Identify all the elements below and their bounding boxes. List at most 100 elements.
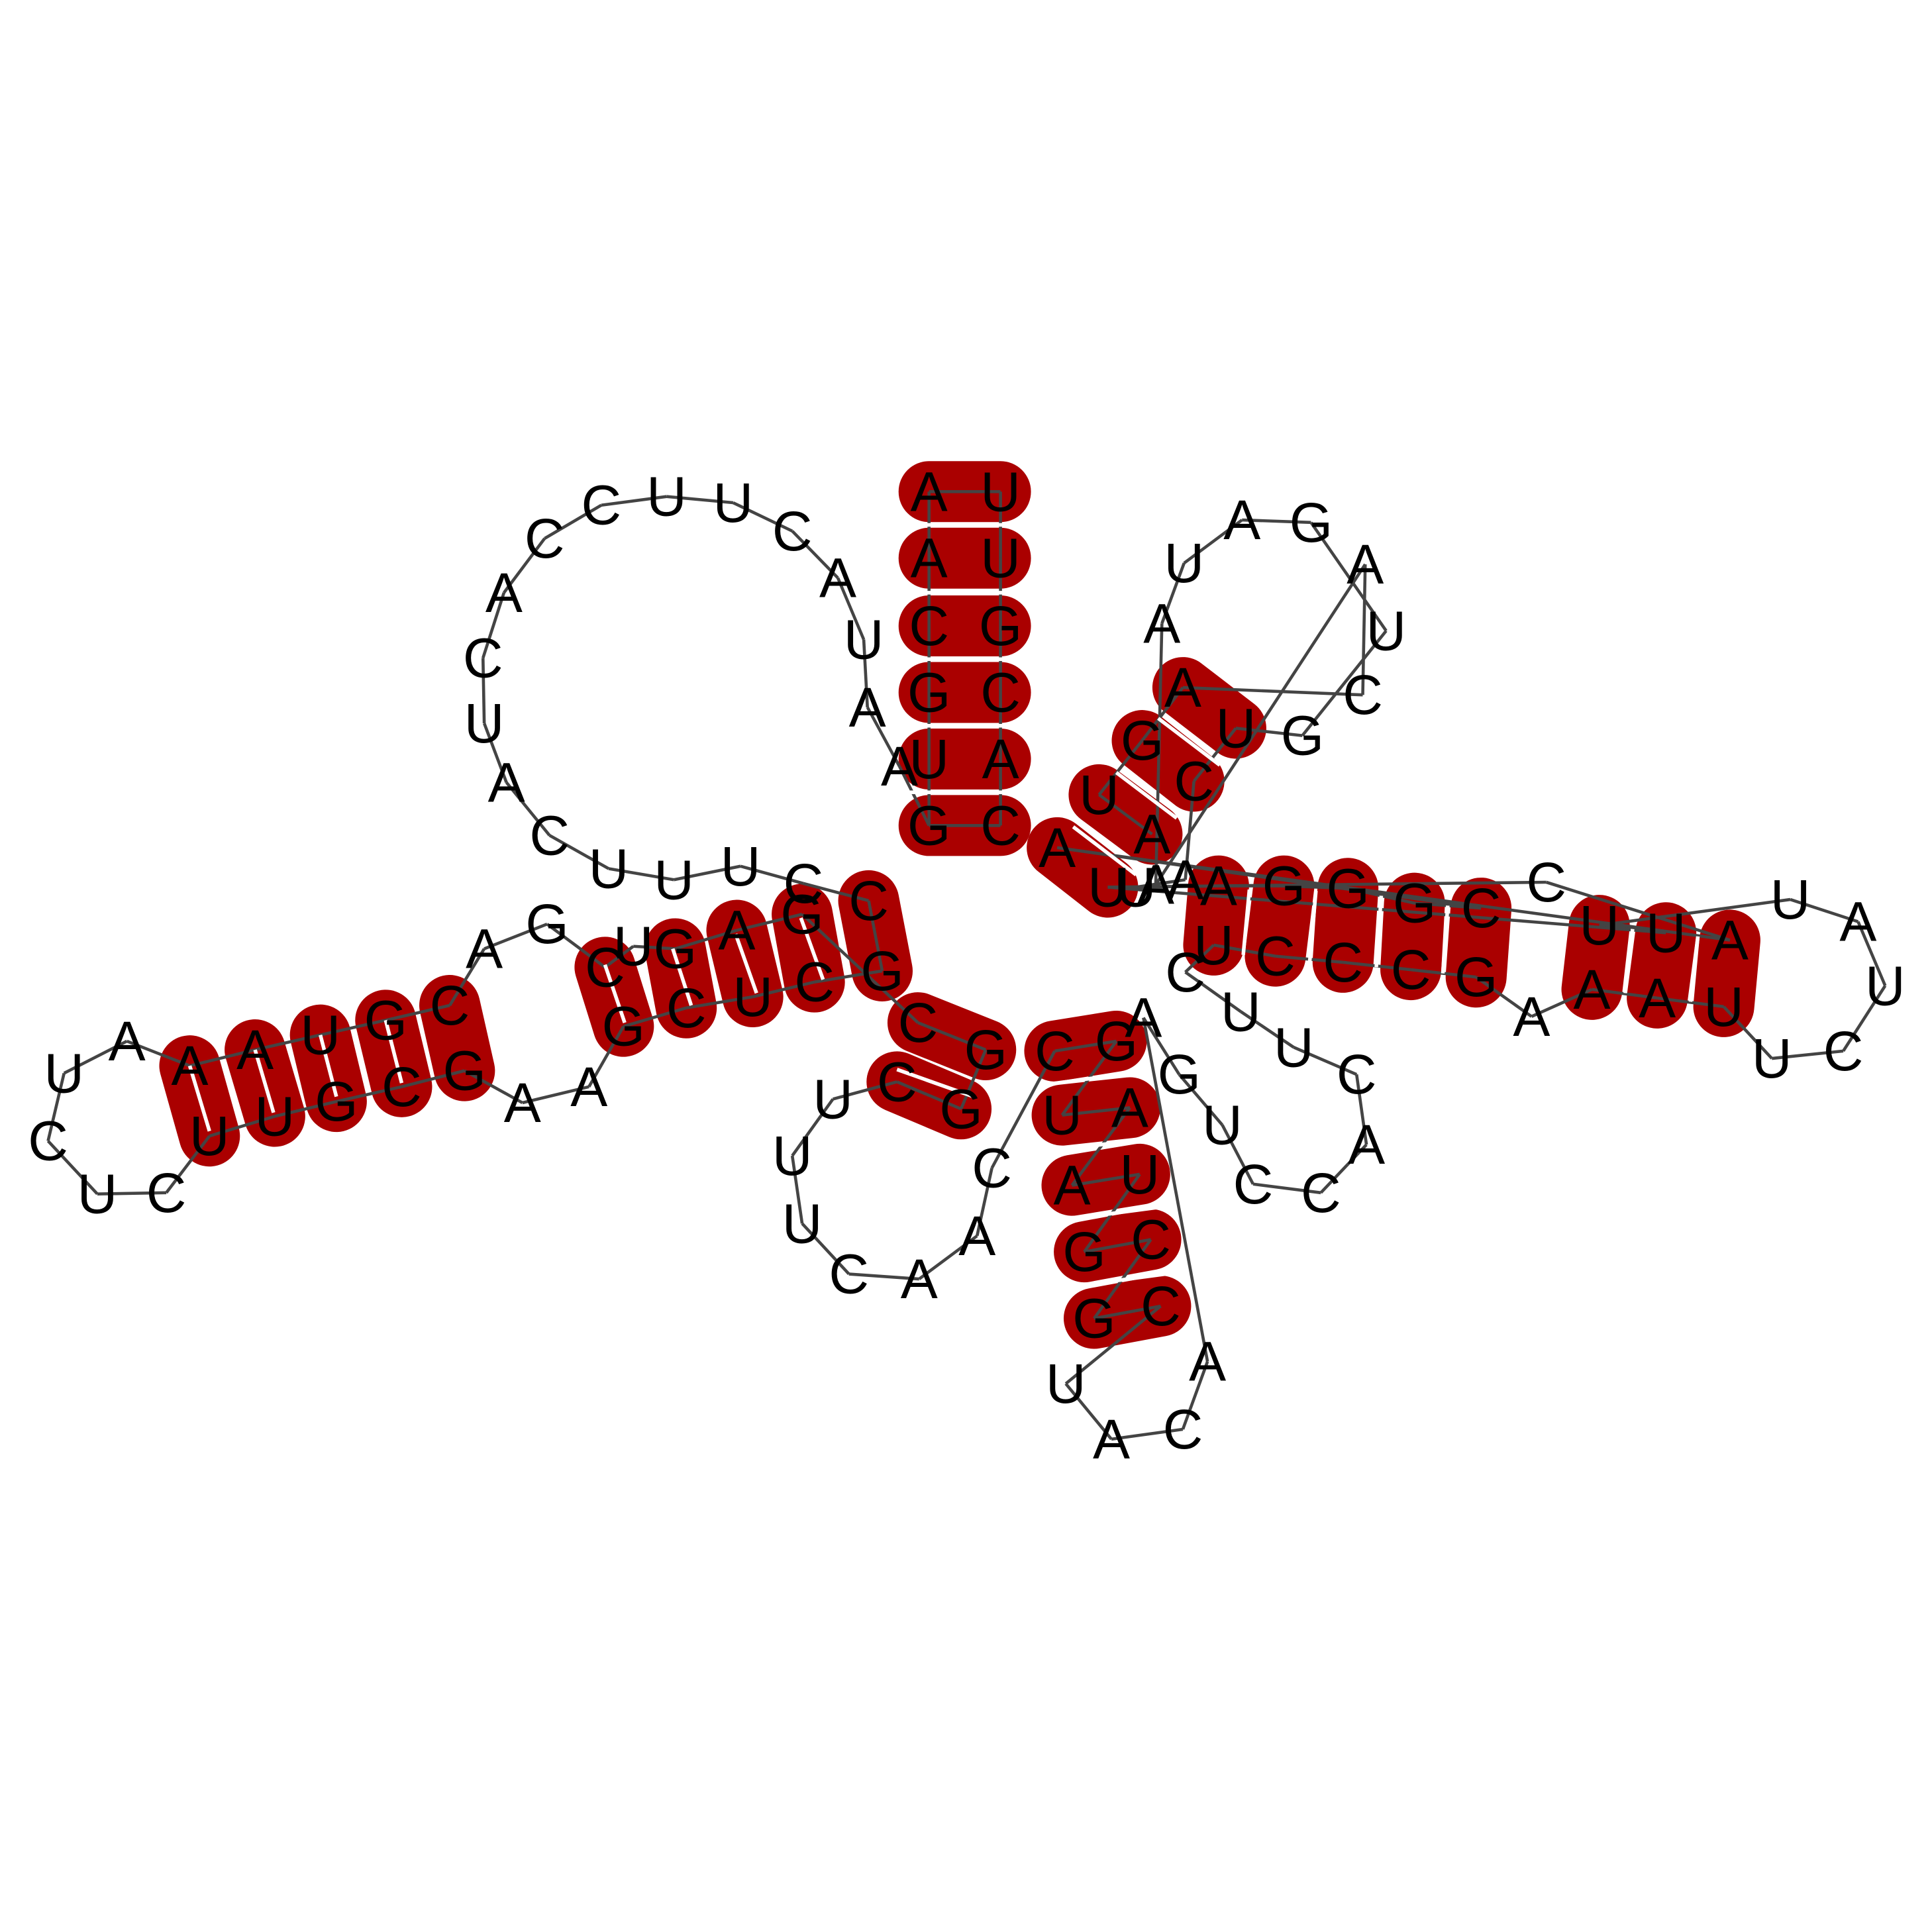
backbone-segment-17 — [732, 501, 793, 533]
backbone-segment-91 — [1354, 1074, 1368, 1145]
nucleotide-42: G — [525, 893, 568, 955]
pair-separator-26 — [1157, 717, 1221, 767]
backbone-segment-38 — [464, 1069, 523, 1105]
backbone-segment-28 — [674, 864, 741, 882]
nucleotide-91: C — [1337, 1043, 1377, 1105]
nucleotide-73: U — [1042, 1084, 1082, 1146]
backbone-segment-39 — [401, 1069, 465, 1089]
nucleotide-57: G — [443, 1040, 486, 1102]
nucleotide-77: G — [1062, 1221, 1105, 1283]
backbone-segment-70 — [975, 1168, 993, 1237]
nucleotide-106: A — [1574, 958, 1611, 1021]
backbone-segment-26 — [548, 834, 610, 870]
backbone-segment-46 — [46, 1072, 66, 1142]
nucleotide-88: C — [1233, 1153, 1274, 1215]
nucleotide-78: C — [1131, 1208, 1171, 1270]
nucleotide-110: C — [1823, 1020, 1864, 1082]
backbone-segment-93 — [1240, 1010, 1295, 1049]
pair-separator-6 — [734, 933, 758, 994]
nucleotide-47: A — [171, 1035, 208, 1097]
nucleotide-52: C — [146, 1162, 187, 1224]
nucleotide-123: G — [1121, 709, 1164, 772]
pair-separator-8 — [603, 964, 627, 1023]
nucleotide-27: U — [654, 848, 694, 911]
backbone-segment-58 — [674, 929, 738, 950]
nucleotide-38: A — [718, 899, 755, 962]
backbone-segment-103 — [1656, 996, 1724, 1009]
backbone-segment-84 — [1181, 1360, 1209, 1430]
backbone-segment-24 — [482, 723, 508, 784]
nucleotide-135: A — [1167, 848, 1204, 911]
nucleotide-121: U — [1079, 764, 1119, 826]
backbone-segment-52 — [385, 1003, 450, 1022]
backbone-segment-33 — [752, 980, 815, 999]
pair-separator-24 — [1072, 825, 1137, 877]
nucleotide-54: U — [255, 1085, 295, 1147]
backbone-segment-128 — [1183, 519, 1243, 565]
backbone-segment-15 — [836, 577, 866, 640]
backbone-segment-85 — [1142, 1017, 1209, 1362]
backbone-segment-36 — [587, 1025, 625, 1088]
pair-separator-11 — [253, 1049, 276, 1113]
backbone-segment-68 — [848, 1272, 919, 1281]
nucleotide-67: C — [829, 1243, 869, 1305]
nucleotide-44: G — [364, 989, 407, 1051]
backbone-segment-53 — [448, 948, 486, 1007]
nucleotide-58: A — [504, 1072, 541, 1134]
backbone-segment-82 — [1064, 1382, 1113, 1441]
backbone-segment-55 — [546, 923, 606, 969]
nucleotide-55: G — [315, 1070, 358, 1133]
backbone-segment-107 — [1856, 921, 1887, 987]
nucleotide-59: A — [570, 1056, 607, 1118]
nucleotide-84: A — [1189, 1331, 1226, 1393]
nucleotide-23: U — [464, 692, 505, 754]
nucleotide-9: A — [982, 728, 1019, 790]
nucleotide-20: C — [525, 507, 565, 570]
nucleotide-24: A — [488, 751, 525, 813]
backbone-segment-60 — [801, 913, 919, 1024]
nucleotide-51: U — [77, 1163, 118, 1225]
nucleotide-118: U — [1088, 856, 1128, 918]
nucleotide-10: G — [907, 794, 950, 856]
backbone-segment-21 — [503, 537, 546, 594]
nucleotide-17: U — [713, 472, 754, 534]
backbone-segment-92 — [1293, 1046, 1358, 1076]
nucleotide-101: C — [1391, 939, 1431, 1001]
nucleotide-50: C — [28, 1110, 68, 1172]
backbone-segment-120 — [1136, 884, 1219, 889]
backbone-segment-49 — [189, 1048, 256, 1068]
nucleotide-97: C — [1255, 925, 1296, 988]
backbone-segment-136 — [1098, 793, 1153, 836]
nucleotide-98: G — [1262, 855, 1305, 917]
nucleotide-13: A — [849, 676, 886, 738]
pair-separator-14 — [1046, 1070, 1141, 1086]
pair-separator-23 — [1688, 936, 1700, 1002]
nucleotide-16: C — [772, 500, 813, 562]
backbone-segment-88 — [1221, 1124, 1254, 1185]
backbone-segment-101 — [1531, 988, 1593, 1018]
nucleotide-28: U — [721, 835, 761, 897]
nucleotide-65: U — [772, 1125, 813, 1187]
backbone-segment-104 — [1722, 1005, 1773, 1060]
nucleotide-80: C — [1141, 1275, 1181, 1337]
backbone-segment-32 — [814, 969, 883, 984]
pair-separator-15 — [1054, 1137, 1148, 1153]
pair-separator-5 — [799, 917, 825, 980]
nucleotide-104: C — [1461, 877, 1501, 939]
backbone-segment-100 — [1475, 976, 1533, 1018]
backbone-segment-35 — [623, 1006, 687, 1028]
backbone-segment-134 — [1141, 686, 1184, 742]
backbone-segment-61 — [917, 1021, 987, 1052]
pair-separator-9 — [383, 1019, 404, 1084]
nucleotide-69: A — [958, 1205, 995, 1267]
backbone-segment-65 — [791, 1098, 835, 1157]
nucleotide-124: U — [1216, 697, 1256, 759]
nucleotide-43: C — [430, 974, 470, 1037]
backbone-segment-132 — [1361, 564, 1367, 695]
stem-pill-11 — [419, 975, 495, 1101]
stem-pill-34 — [1152, 657, 1266, 759]
backbone-segment-129 — [1160, 562, 1186, 625]
backbone-segment-89 — [1252, 1182, 1321, 1195]
backbone-segment-48 — [126, 1039, 191, 1068]
nucleotide-72: G — [1095, 1010, 1138, 1072]
